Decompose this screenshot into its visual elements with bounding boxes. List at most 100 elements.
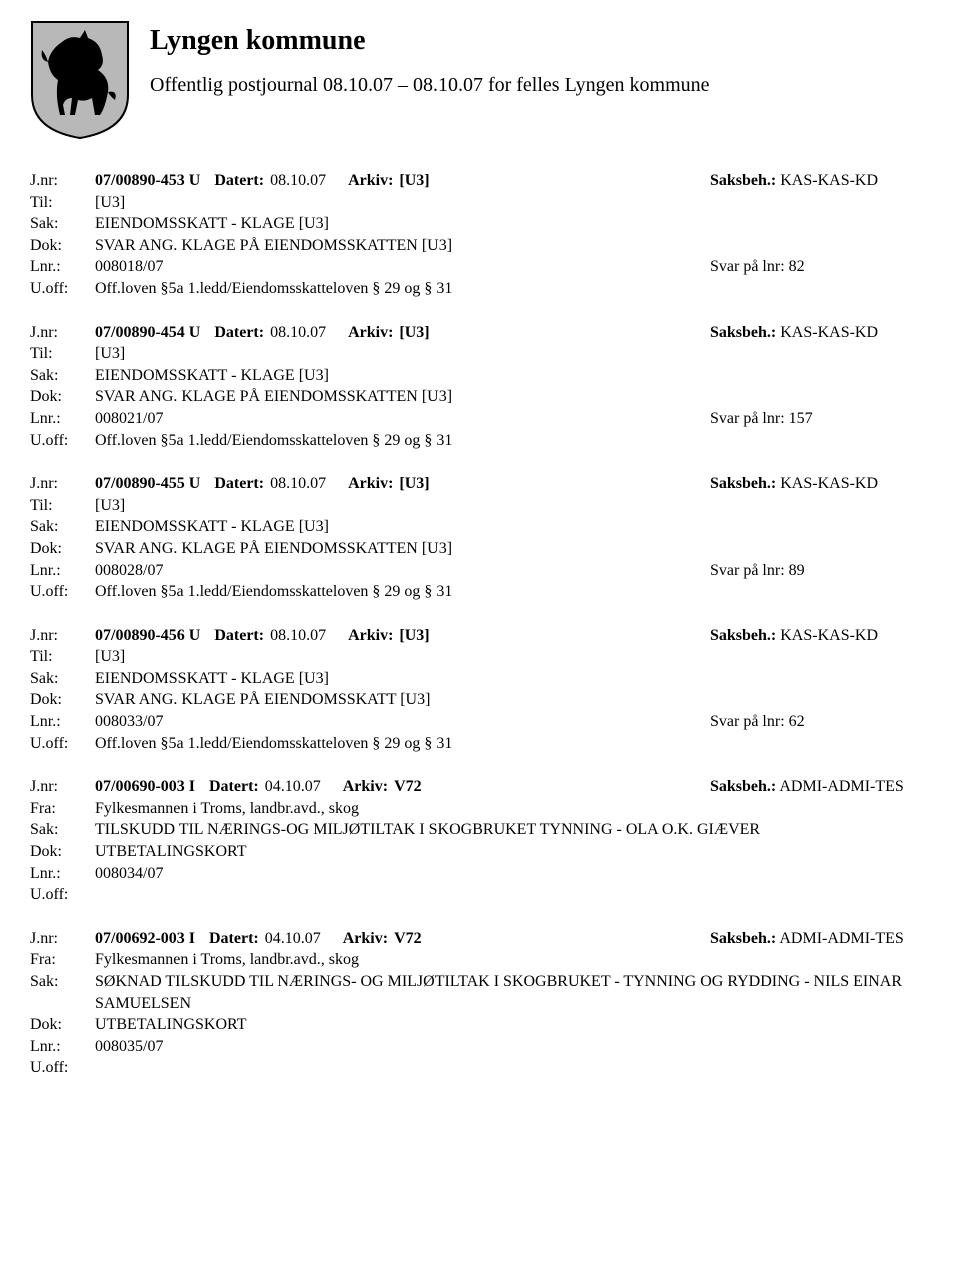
sak-value: EIENDOMSSKATT - KLAGE [U3] [95, 365, 930, 387]
lnr-row: Lnr.: 008021/07 Svar på lnr: 157 [30, 408, 930, 430]
dok-label: Dok: [30, 538, 95, 560]
jnr-row: J.nr: 07/00690-003 I Datert: 04.10.07 Ar… [30, 776, 930, 798]
jnr-row: J.nr: 07/00890-454 U Datert: 08.10.07 Ar… [30, 322, 930, 344]
datert-value: 08.10.07 [270, 473, 326, 495]
dok-row: Dok: UTBETALINGSKORT [30, 1014, 930, 1036]
datert-value: 04.10.07 [265, 776, 321, 798]
lnr-value: 008034/07 [95, 863, 710, 885]
lnr-value: 008021/07 [95, 408, 710, 430]
datert-value: 08.10.07 [270, 170, 326, 192]
arkiv-value: V72 [394, 776, 422, 798]
arkiv-value: [U3] [399, 170, 429, 192]
lnr-value: 008033/07 [95, 711, 710, 733]
lnr-row: Lnr.: 008028/07 Svar på lnr: 89 [30, 560, 930, 582]
lnr-row: Lnr.: 008033/07 Svar på lnr: 62 [30, 711, 930, 733]
arkiv-label: Arkiv: [332, 322, 393, 344]
uoff-label: U.off: [30, 430, 95, 452]
lnr-right-value: Svar på lnr: 62 [710, 711, 930, 733]
datert-label: Datert: [201, 928, 259, 950]
uoff-label: U.off: [30, 733, 95, 755]
saksbeh-label: Saksbeh.: [710, 172, 776, 189]
lnr-row: Lnr.: 008035/07 [30, 1036, 930, 1058]
saksbeh-value: ADMI-ADMI-TES [779, 778, 903, 795]
page-header: Lyngen kommune Offentlig postjournal 08.… [30, 20, 930, 140]
jnr-label: J.nr: [30, 928, 95, 950]
party-row: Til: [U3] [30, 646, 930, 668]
sak-value: SØKNAD TILSKUDD TIL NÆRINGS- OG MILJØTIL… [95, 971, 930, 1014]
jnr-label: J.nr: [30, 322, 95, 344]
sak-value: TILSKUDD TIL NÆRINGS-OG MILJØTILTAK I SK… [95, 819, 930, 841]
jnr-label: J.nr: [30, 170, 95, 192]
sak-row: Sak: EIENDOMSSKATT - KLAGE [U3] [30, 668, 930, 690]
jnr-row: J.nr: 07/00890-456 U Datert: 08.10.07 Ar… [30, 625, 930, 647]
jnr-value: 07/00692-003 I [95, 928, 195, 950]
shield-icon [30, 20, 130, 140]
jnr-value: 07/00890-456 U [95, 625, 200, 647]
party-label: Til: [30, 495, 95, 517]
saksbeh-block: Saksbeh.: ADMI-ADMI-TES [710, 928, 930, 950]
sak-label: Sak: [30, 819, 95, 841]
party-label: Fra: [30, 798, 95, 820]
saksbeh-label: Saksbeh.: [710, 324, 776, 341]
org-title: Lyngen kommune [150, 25, 710, 57]
saksbeh-value: KAS-KAS-KD [780, 324, 878, 341]
party-value: [U3] [95, 192, 930, 214]
party-label: Til: [30, 646, 95, 668]
sak-label: Sak: [30, 213, 95, 235]
party-value: [U3] [95, 495, 930, 517]
jnr-row: J.nr: 07/00890-455 U Datert: 08.10.07 Ar… [30, 473, 930, 495]
jnr-row: J.nr: 07/00890-453 U Datert: 08.10.07 Ar… [30, 170, 930, 192]
uoff-value: Off.loven §5a 1.ledd/Eiendomsskatteloven… [95, 278, 930, 300]
journal-entry: J.nr: 07/00890-455 U Datert: 08.10.07 Ar… [30, 473, 930, 603]
datert-label: Datert: [206, 170, 264, 192]
party-row: Til: [U3] [30, 495, 930, 517]
datert-value: 08.10.07 [270, 625, 326, 647]
lnr-label: Lnr.: [30, 560, 95, 582]
saksbeh-block: Saksbeh.: KAS-KAS-KD [710, 625, 930, 647]
sak-value: EIENDOMSSKATT - KLAGE [U3] [95, 516, 930, 538]
lnr-value: 008035/07 [95, 1036, 710, 1058]
jnr-value: 07/00890-455 U [95, 473, 200, 495]
sak-label: Sak: [30, 668, 95, 690]
uoff-label: U.off: [30, 581, 95, 603]
arkiv-value: V72 [394, 928, 422, 950]
jnr-value: 07/00890-454 U [95, 322, 200, 344]
arkiv-label: Arkiv: [327, 928, 388, 950]
sak-row: Sak: TILSKUDD TIL NÆRINGS-OG MILJØTILTAK… [30, 819, 930, 841]
dok-value: SVAR ANG. KLAGE PÅ EIENDOMSSKATT [U3] [95, 689, 930, 711]
uoff-value: Off.loven §5a 1.ledd/Eiendomsskatteloven… [95, 733, 930, 755]
lnr-right-value [710, 863, 930, 885]
dok-label: Dok: [30, 386, 95, 408]
dok-row: Dok: UTBETALINGSKORT [30, 841, 930, 863]
jnr-value: 07/00690-003 I [95, 776, 195, 798]
journal-entries: J.nr: 07/00890-453 U Datert: 08.10.07 Ar… [30, 170, 930, 1079]
party-row: Til: [U3] [30, 343, 930, 365]
journal-entry: J.nr: 07/00692-003 I Datert: 04.10.07 Ar… [30, 928, 930, 1079]
saksbeh-value: KAS-KAS-KD [780, 475, 878, 492]
dok-row: Dok: SVAR ANG. KLAGE PÅ EIENDOMSSKATTEN … [30, 235, 930, 257]
party-value: [U3] [95, 646, 930, 668]
journal-entry: J.nr: 07/00690-003 I Datert: 04.10.07 Ar… [30, 776, 930, 906]
datert-label: Datert: [201, 776, 259, 798]
party-value: [U3] [95, 343, 930, 365]
uoff-value: Off.loven §5a 1.ledd/Eiendomsskatteloven… [95, 581, 930, 603]
dok-label: Dok: [30, 689, 95, 711]
uoff-label: U.off: [30, 1057, 95, 1079]
uoff-row: U.off: Off.loven §5a 1.ledd/Eiendomsskat… [30, 430, 930, 452]
jnr-content: 07/00690-003 I Datert: 04.10.07 Arkiv: V… [95, 776, 710, 798]
arkiv-label: Arkiv: [332, 170, 393, 192]
dok-value: SVAR ANG. KLAGE PÅ EIENDOMSSKATTEN [U3] [95, 386, 930, 408]
uoff-value: Off.loven §5a 1.ledd/Eiendomsskatteloven… [95, 430, 930, 452]
sak-row: Sak: EIENDOMSSKATT - KLAGE [U3] [30, 365, 930, 387]
uoff-row: U.off: Off.loven §5a 1.ledd/Eiendomsskat… [30, 278, 930, 300]
jnr-content: 07/00890-454 U Datert: 08.10.07 Arkiv: [… [95, 322, 710, 344]
sak-value: EIENDOMSSKATT - KLAGE [U3] [95, 213, 930, 235]
lnr-label: Lnr.: [30, 408, 95, 430]
sak-row: Sak: SØKNAD TILSKUDD TIL NÆRINGS- OG MIL… [30, 971, 930, 1014]
lnr-label: Lnr.: [30, 863, 95, 885]
uoff-row: U.off: [30, 1057, 930, 1079]
arkiv-label: Arkiv: [327, 776, 388, 798]
dok-value: UTBETALINGSKORT [95, 1014, 930, 1036]
party-label: Til: [30, 192, 95, 214]
arkiv-value: [U3] [399, 473, 429, 495]
